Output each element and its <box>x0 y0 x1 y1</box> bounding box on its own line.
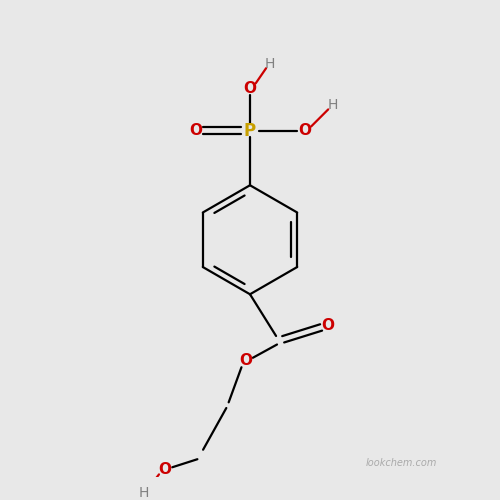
Text: O: O <box>298 123 311 138</box>
Text: lookchem.com: lookchem.com <box>366 458 438 468</box>
Text: H: H <box>138 486 148 500</box>
Text: O: O <box>158 462 171 477</box>
Text: H: H <box>264 58 275 71</box>
Text: P: P <box>244 122 256 140</box>
Text: O: O <box>322 318 334 332</box>
Text: O: O <box>244 80 256 96</box>
Text: H: H <box>328 98 338 112</box>
Text: O: O <box>189 123 202 138</box>
Text: O: O <box>239 353 252 368</box>
